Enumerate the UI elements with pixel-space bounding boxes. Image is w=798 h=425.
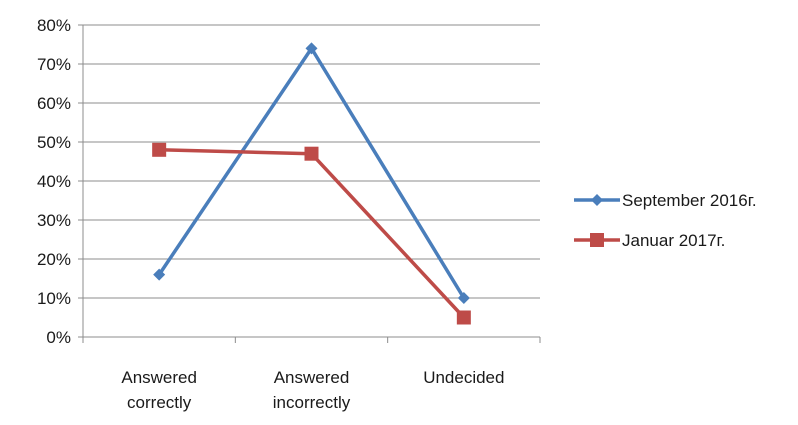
legend-label: Januar 2017г. [622, 231, 725, 250]
data-point-diamond [305, 42, 318, 55]
legend-item-2: Januar 2017г. [574, 231, 725, 250]
y-tick-labels: 0% 10% 20% 30% 40% 50% 60% 70% 80% [37, 16, 71, 347]
data-point-square [456, 310, 471, 325]
y-tick-label: 50% [37, 133, 71, 152]
y-tick-label: 20% [37, 250, 71, 269]
legend-label: September 2016г. [622, 191, 757, 210]
x-category-label-line: correctly [127, 393, 192, 412]
axes [78, 24, 541, 343]
data-point-square [304, 146, 319, 161]
y-tick-label: 60% [37, 94, 71, 113]
y-tick-label: 0% [46, 328, 71, 347]
data-point-diamond [153, 268, 166, 281]
y-tick-label: 10% [37, 289, 71, 308]
gridlines [83, 24, 540, 299]
series-line [159, 148, 466, 319]
series [152, 42, 471, 325]
legend: September 2016г. Januar 2017г. [574, 191, 757, 250]
series-2 [152, 142, 471, 325]
y-tick-label: 80% [37, 16, 71, 35]
data-point-diamond [591, 194, 603, 206]
data-point-square [152, 142, 167, 157]
series-line [157, 46, 466, 299]
x-category-label-line: incorrectly [273, 393, 351, 412]
x-category-label: Undecided [423, 368, 504, 387]
data-point-diamond [457, 292, 470, 304]
x-category-label: Answered incorrectly [273, 368, 351, 412]
x-category-label-line: Answered [274, 368, 350, 387]
y-tick-label: 70% [37, 55, 71, 74]
y-tick-label: 30% [37, 211, 71, 230]
legend-item-1: September 2016г. [574, 191, 757, 210]
data-point-square [590, 233, 604, 247]
x-category-label-line: Undecided [423, 368, 504, 387]
x-category-labels: Answered correctly Answered incorrectly Unde… [121, 368, 504, 412]
series-1 [153, 42, 470, 304]
x-category-label-line: Answered [121, 368, 197, 387]
x-category-label: Answered correctly [121, 368, 197, 412]
y-tick-label: 40% [37, 172, 71, 191]
